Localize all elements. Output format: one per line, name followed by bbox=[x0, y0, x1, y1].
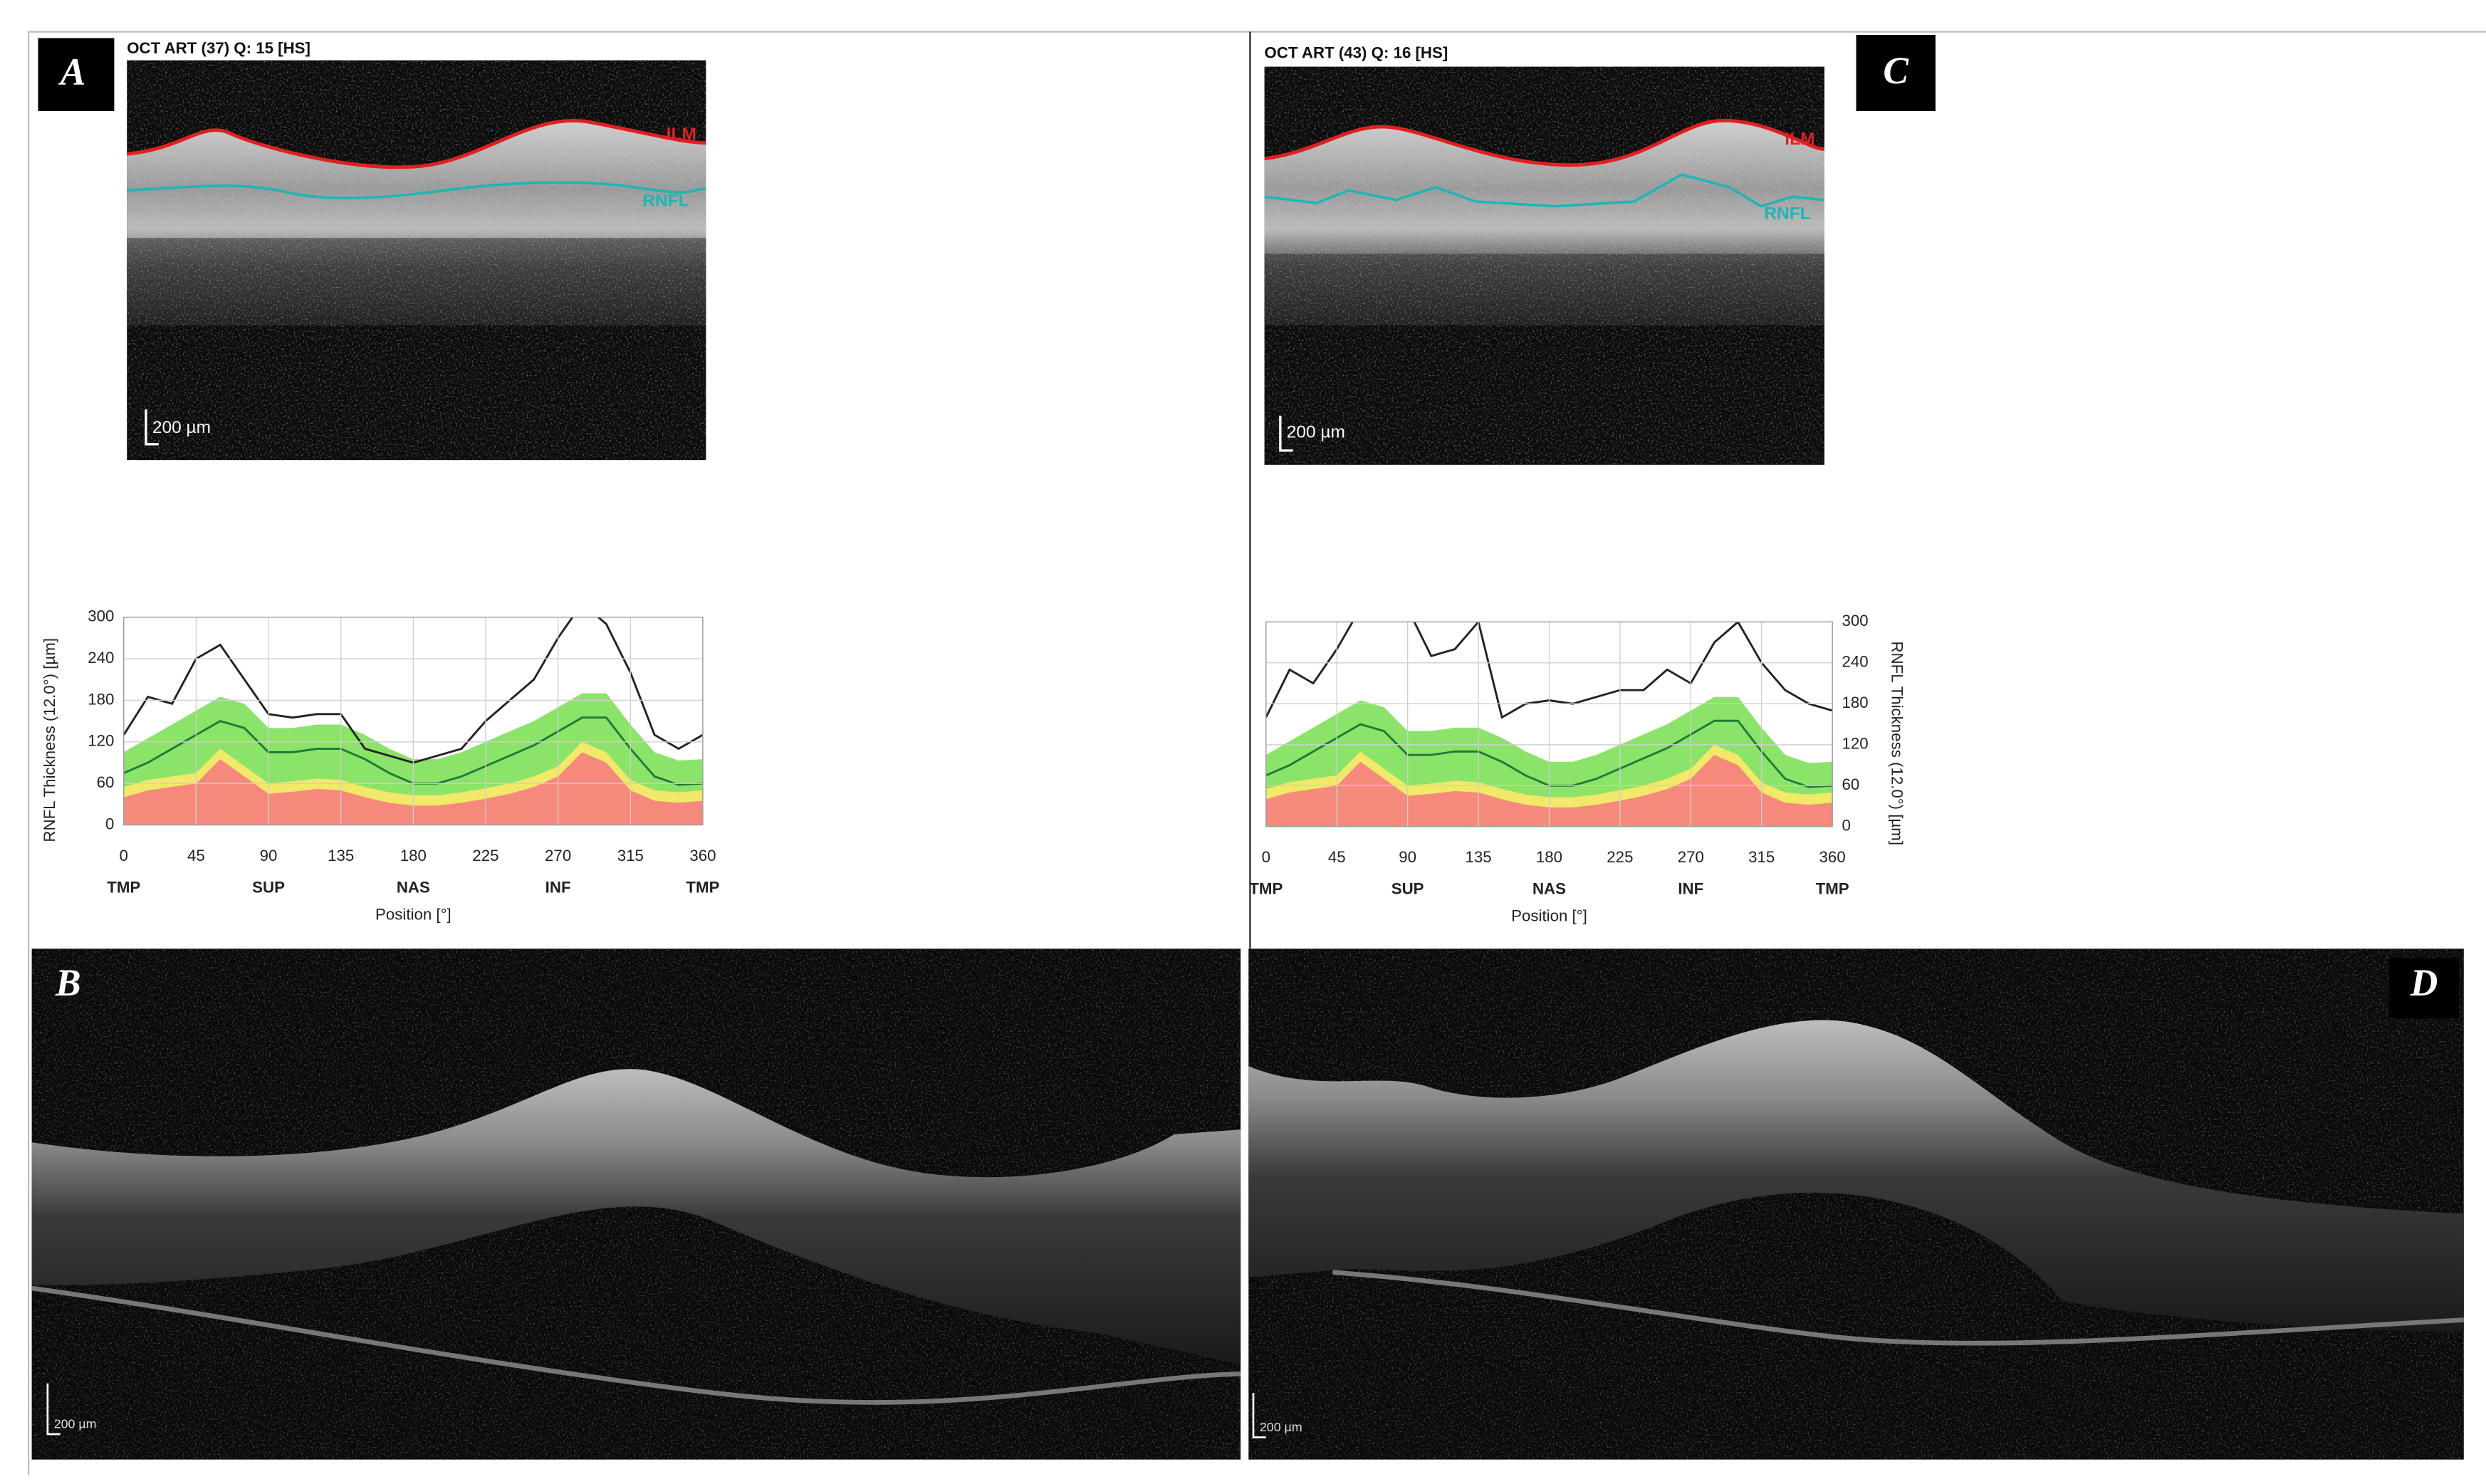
y-tick-label: 120 bbox=[1842, 735, 1869, 753]
oct-image bbox=[1264, 66, 1825, 465]
label-box bbox=[2389, 958, 2460, 1019]
scale-bar-label: 200 µm bbox=[1287, 423, 1345, 442]
x-tick-label: 315 bbox=[617, 847, 644, 864]
y-axis-label: RNFL Thickness (12.0°) [µm] bbox=[1888, 642, 1906, 846]
y-tick-label: 240 bbox=[1842, 653, 1869, 671]
y-tick-label: 300 bbox=[88, 607, 114, 625]
y-tick-label: 60 bbox=[1842, 775, 1860, 793]
panel-label: B bbox=[55, 961, 81, 1004]
scale-bar-label: 200 µm bbox=[54, 1416, 97, 1431]
x-region-label: TMP bbox=[686, 879, 719, 897]
layer-label: RNFL bbox=[642, 192, 689, 211]
x-tick-label: 180 bbox=[1536, 848, 1562, 866]
plot-frame bbox=[123, 617, 704, 826]
x-region-label: SUP bbox=[252, 879, 285, 897]
x-tick-label: 90 bbox=[1399, 848, 1416, 866]
y-tick-label: 120 bbox=[88, 732, 114, 750]
x-tick-label: 135 bbox=[328, 847, 354, 864]
oct-image bbox=[31, 949, 1241, 1460]
label-box bbox=[38, 38, 115, 111]
x-tick-label: 225 bbox=[472, 847, 498, 864]
x-tick-label: 225 bbox=[1607, 848, 1633, 866]
x-tick-label: 270 bbox=[1678, 848, 1704, 866]
plot-frame bbox=[1265, 621, 1833, 827]
x-tick-label: 45 bbox=[1328, 848, 1346, 866]
scale-bar-label: 200 µm bbox=[152, 418, 211, 437]
y-tick-label: 180 bbox=[1842, 694, 1869, 711]
x-region-label: INF bbox=[1678, 880, 1703, 898]
x-tick-label: 0 bbox=[1262, 848, 1270, 866]
x-axis-label: Position [°] bbox=[1511, 907, 1587, 925]
x-tick-label: 270 bbox=[545, 847, 571, 864]
x-region-label: NAS bbox=[397, 879, 430, 897]
panel-label: D bbox=[2410, 961, 2438, 1004]
y-tick-label: 0 bbox=[1842, 817, 1851, 835]
panel-label: A bbox=[58, 51, 86, 93]
x-tick-label: 360 bbox=[689, 847, 716, 864]
oct-image bbox=[1248, 949, 2464, 1460]
x-tick-label: 315 bbox=[1748, 848, 1775, 866]
layer-label: RNFL bbox=[1764, 204, 1810, 223]
y-tick-label: 300 bbox=[1842, 612, 1869, 629]
rnfl-chart: 0 60 120 180 240 300 0 45 90 135 180 225 270 315 360 TM… bbox=[1249, 612, 1906, 925]
label-box bbox=[1856, 35, 1936, 111]
x-region-label: TMP bbox=[1816, 880, 1849, 898]
x-region-label: NAS bbox=[1532, 880, 1566, 898]
x-tick-label: 360 bbox=[1819, 848, 1846, 866]
x-tick-label: 90 bbox=[260, 847, 278, 864]
oct-image bbox=[127, 60, 706, 461]
scan-header: OCT ART (43) Q: 16 [HS] bbox=[1265, 44, 1448, 62]
scale-bar-label: 200 µm bbox=[1260, 1420, 1302, 1434]
y-tick-label: 180 bbox=[88, 690, 114, 708]
y-axis-label: RNFL Thickness (12.0°) [µm] bbox=[41, 638, 58, 842]
x-tick-label: 180 bbox=[400, 847, 427, 864]
x-region-label: SUP bbox=[1391, 880, 1424, 898]
x-tick-label: 0 bbox=[120, 847, 128, 864]
x-region-label: TMP bbox=[107, 879, 140, 897]
layer-label: ILM bbox=[1785, 130, 1814, 149]
rnfl-chart: 0 60 120 180 240 300 0 45 90 135 180 225 270 315 360 TM… bbox=[41, 607, 719, 924]
panel-label: C bbox=[1883, 49, 1909, 92]
x-axis-label: Position [°] bbox=[375, 905, 451, 923]
y-tick-label: 60 bbox=[97, 773, 115, 791]
layer-label: ILM bbox=[667, 125, 696, 144]
x-tick-label: 135 bbox=[1465, 848, 1491, 866]
x-region-label: TMP bbox=[1249, 880, 1283, 898]
scan-header: OCT ART (37) Q: 15 [HS] bbox=[127, 39, 310, 57]
x-tick-label: 45 bbox=[187, 847, 205, 864]
x-region-label: INF bbox=[545, 879, 571, 897]
y-tick-label: 240 bbox=[88, 649, 114, 667]
y-tick-label: 0 bbox=[105, 815, 114, 832]
